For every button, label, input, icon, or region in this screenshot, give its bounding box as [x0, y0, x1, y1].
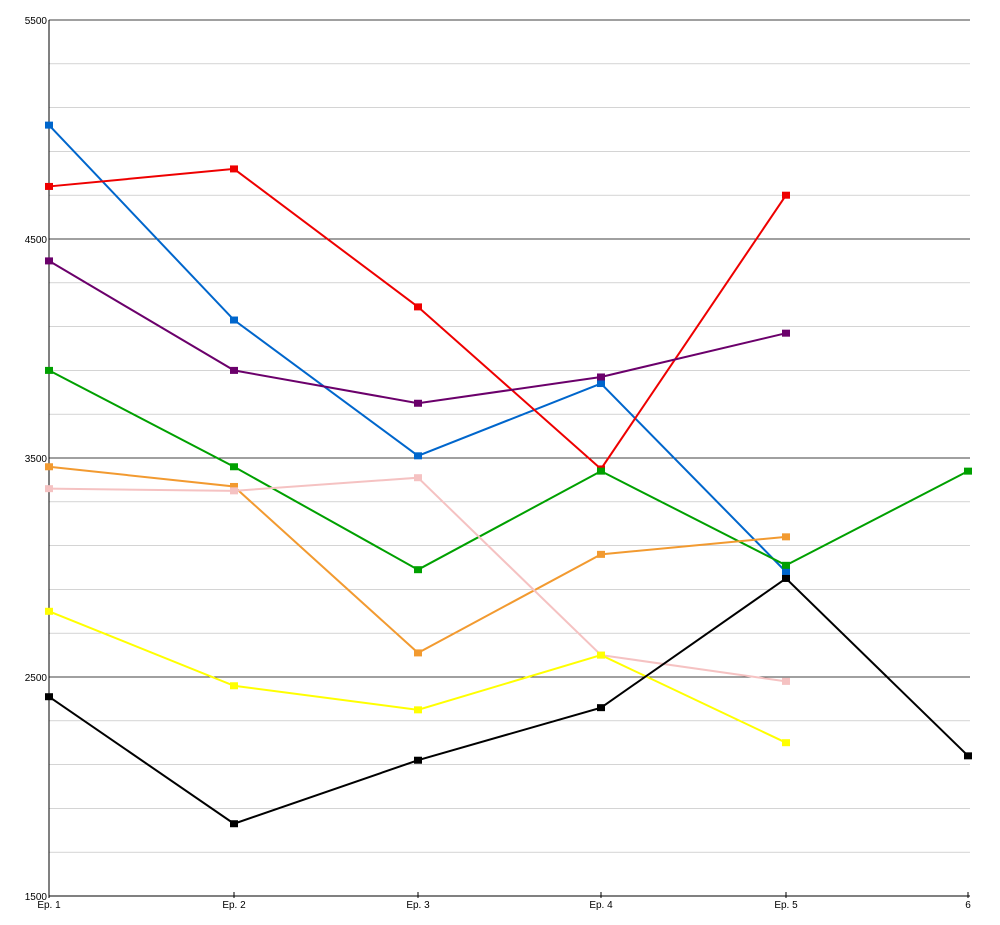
data-point-black — [964, 752, 972, 760]
x-tick-label: Ep. 3 — [406, 900, 430, 911]
data-point-pink — [782, 677, 790, 685]
data-point-green — [964, 467, 972, 475]
data-point-orange — [230, 482, 238, 490]
data-point-red — [45, 182, 53, 190]
data-point-pink — [45, 485, 53, 493]
series-blue — [45, 121, 790, 576]
data-point-black — [597, 704, 605, 712]
axes — [48, 20, 970, 898]
series-yellow — [45, 607, 790, 747]
data-point-yellow — [597, 651, 605, 659]
data-point-green — [45, 366, 53, 374]
data-point-pink — [230, 487, 238, 495]
series-line-red — [48, 167, 787, 471]
data-point-yellow — [414, 706, 422, 714]
x-tick-label: 6 — [965, 900, 971, 911]
data-point-orange — [414, 649, 422, 657]
data-point-blue — [782, 568, 790, 576]
data-point-purple — [230, 366, 238, 374]
data-point-orange — [782, 533, 790, 541]
data-point-red — [230, 165, 238, 173]
x-tick-label: Ep. 2 — [222, 900, 246, 911]
y-tick-label: 4500 — [25, 235, 48, 246]
series-green — [45, 366, 972, 574]
x-tick-labels: Ep. 1 Ep. 2 Ep. 3 Ep. 4 Ep. 5 6 — [37, 900, 971, 911]
series-group — [45, 121, 972, 828]
data-point-yellow — [45, 607, 53, 615]
y-tick-label: 1500 — [25, 892, 48, 903]
series-purple — [45, 257, 790, 407]
data-point-blue — [45, 121, 53, 129]
data-point-blue — [414, 452, 422, 460]
y-tick-labels: 1500 2500 3500 4500 5500 — [25, 16, 48, 903]
series-black — [45, 574, 972, 828]
grid-lines — [49, 19, 970, 897]
data-point-purple — [782, 329, 790, 337]
data-point-red — [414, 303, 422, 311]
data-point-black — [45, 693, 53, 701]
data-point-blue — [597, 380, 605, 388]
series-orange — [45, 463, 790, 657]
data-point-yellow — [230, 682, 238, 690]
y-tick-label: 3500 — [25, 454, 48, 465]
data-point-orange — [597, 550, 605, 558]
data-point-black — [414, 756, 422, 764]
y-tick-label: 2500 — [25, 673, 48, 684]
y-tick-label: 5500 — [25, 16, 48, 27]
data-point-purple — [45, 257, 53, 265]
x-tick-label: Ep. 5 — [774, 900, 798, 911]
data-point-purple — [597, 373, 605, 381]
data-point-orange — [45, 463, 53, 471]
data-point-green — [230, 463, 238, 471]
series-line-purple — [48, 260, 787, 405]
series-line-green — [48, 369, 969, 571]
data-point-purple — [414, 399, 422, 407]
data-point-yellow — [782, 739, 790, 747]
series-line-blue — [48, 124, 787, 573]
data-point-green — [782, 561, 790, 569]
data-point-pink — [414, 474, 422, 482]
data-point-green — [414, 566, 422, 574]
data-point-black — [230, 820, 238, 828]
x-tick-label: Ep. 1 — [37, 900, 61, 911]
data-point-blue — [230, 316, 238, 324]
data-point-black — [782, 574, 790, 582]
series-line-black — [48, 577, 969, 825]
data-point-green — [597, 467, 605, 475]
x-tick-label: Ep. 4 — [589, 900, 613, 911]
data-point-red — [782, 191, 790, 199]
series-line-orange — [48, 465, 787, 655]
